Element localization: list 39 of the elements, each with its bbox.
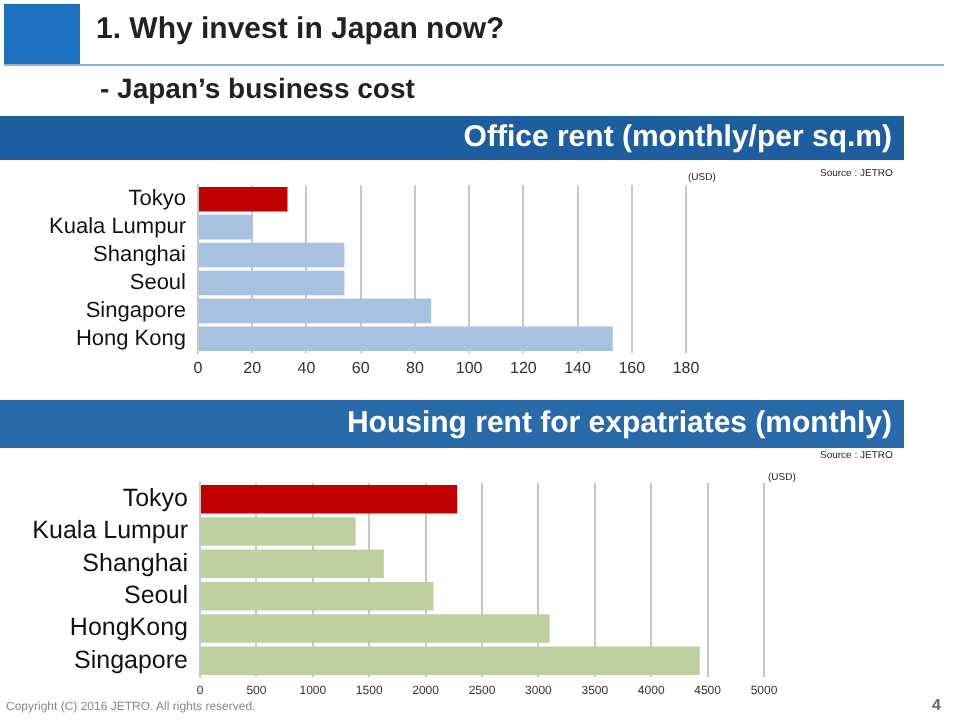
- text: 4: [932, 696, 941, 716]
- y-tick-label: Seoul: [124, 581, 188, 610]
- bar: [199, 242, 345, 268]
- text: - Japan’s business cost: [100, 72, 415, 105]
- y-tick-label: Tokyo: [122, 484, 189, 513]
- y-tick-label: Hong Kong: [75, 326, 186, 351]
- y-tick-label: Tokyo: [128, 187, 186, 212]
- y-tick-label: Kuala Lumpur: [32, 516, 188, 545]
- x-tick-label: 60: [351, 358, 371, 377]
- x-tick-label: 20: [243, 358, 263, 377]
- bar: [199, 298, 432, 324]
- chart-title: Housing rent for expatriates (monthly): [346, 406, 894, 440]
- y-tick-label: Seoul: [129, 271, 186, 296]
- bar: [201, 549, 384, 579]
- bar: [201, 614, 550, 643]
- x-tick-label: 140: [564, 358, 592, 377]
- x-tick-label: 160: [618, 358, 647, 377]
- y-tick-label: Shanghai: [82, 548, 188, 577]
- y-tick-label: HongKong: [69, 613, 189, 642]
- bar: [199, 270, 345, 296]
- x-tick-label: 120: [509, 358, 538, 377]
- x-tick-label: 80: [405, 358, 425, 377]
- x-tick-label: 0: [193, 358, 204, 377]
- y-tick-label: Kuala Lumpur: [49, 215, 187, 240]
- x-tick-label: 100: [455, 358, 484, 377]
- text: 1. Why invest in Japan now?: [96, 12, 505, 47]
- x-tick-label: 180: [672, 358, 701, 377]
- bar: [199, 186, 288, 212]
- bar: [201, 517, 356, 546]
- bar: [199, 326, 613, 352]
- y-tick-label: Singapore: [74, 645, 189, 674]
- chart-title: Office rent (monthly/per sq.m): [463, 120, 894, 154]
- bar: [201, 581, 434, 611]
- y-tick-label: Shanghai: [93, 243, 186, 268]
- y-tick-label: Singapore: [85, 298, 186, 323]
- bar: [201, 484, 458, 514]
- x-tick-label: 40: [297, 358, 317, 377]
- bar: [199, 214, 253, 240]
- bar: [201, 646, 700, 676]
